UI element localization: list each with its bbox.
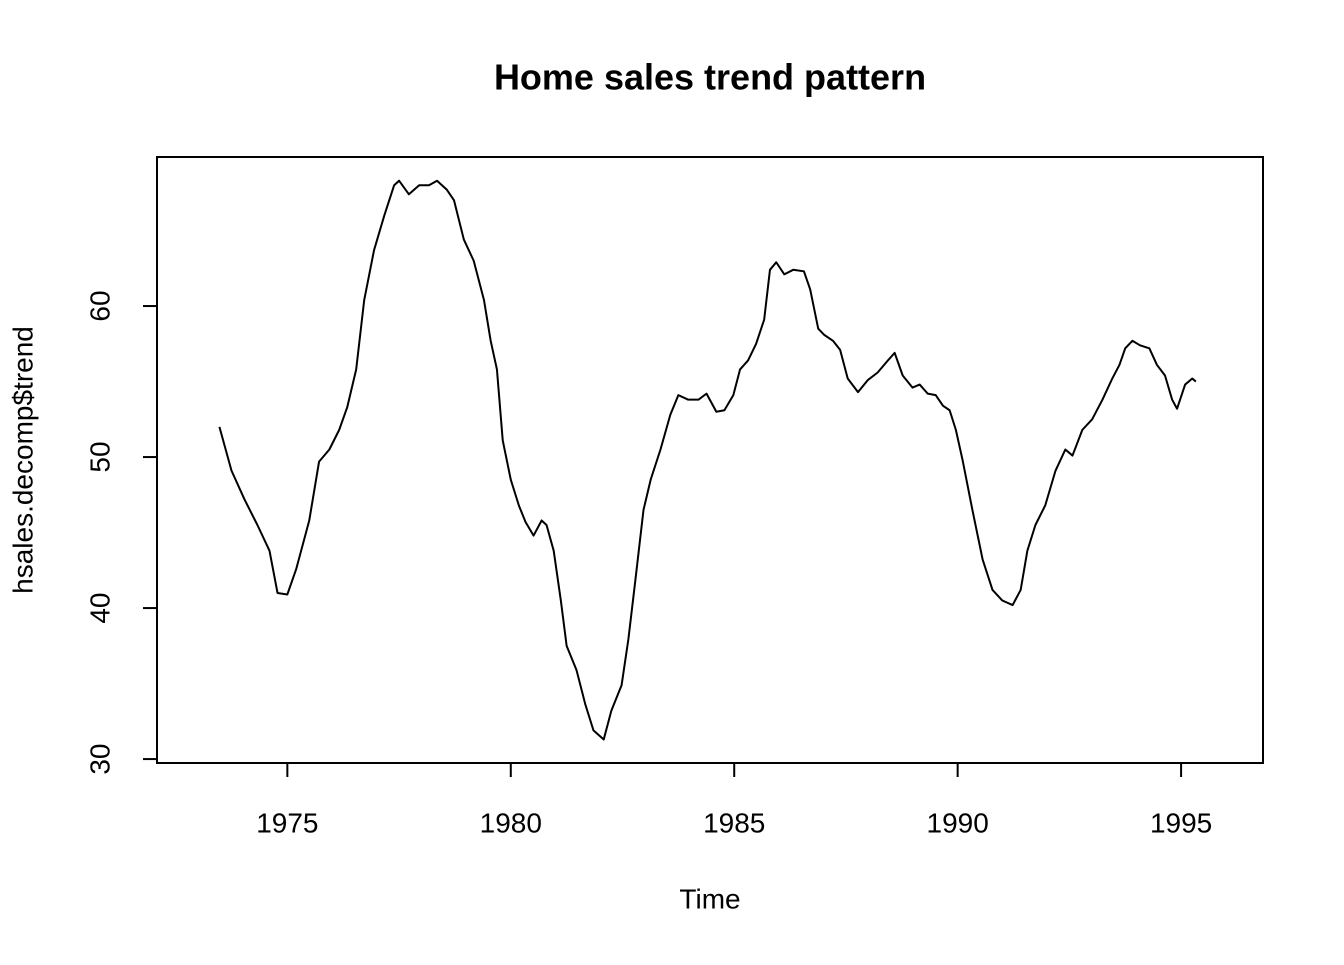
y-tick-label: 50	[84, 441, 115, 472]
x-tick-label: 1995	[1150, 807, 1212, 838]
y-tick-label: 30	[84, 743, 115, 774]
x-tick-label: 1975	[256, 807, 318, 838]
x-axis-title: Time	[679, 883, 740, 914]
y-tick-label: 60	[84, 290, 115, 321]
y-axis-title: hsales.decomp$trend	[7, 326, 38, 594]
chart-title: Home sales trend pattern	[494, 57, 926, 98]
trend-line	[218, 179, 1197, 741]
x-tick-label: 1990	[927, 807, 989, 838]
x-tick-label: 1985	[703, 807, 765, 838]
x-tick-label: 1980	[480, 807, 542, 838]
plot-box	[156, 156, 1264, 764]
y-tick-label: 40	[84, 592, 115, 623]
